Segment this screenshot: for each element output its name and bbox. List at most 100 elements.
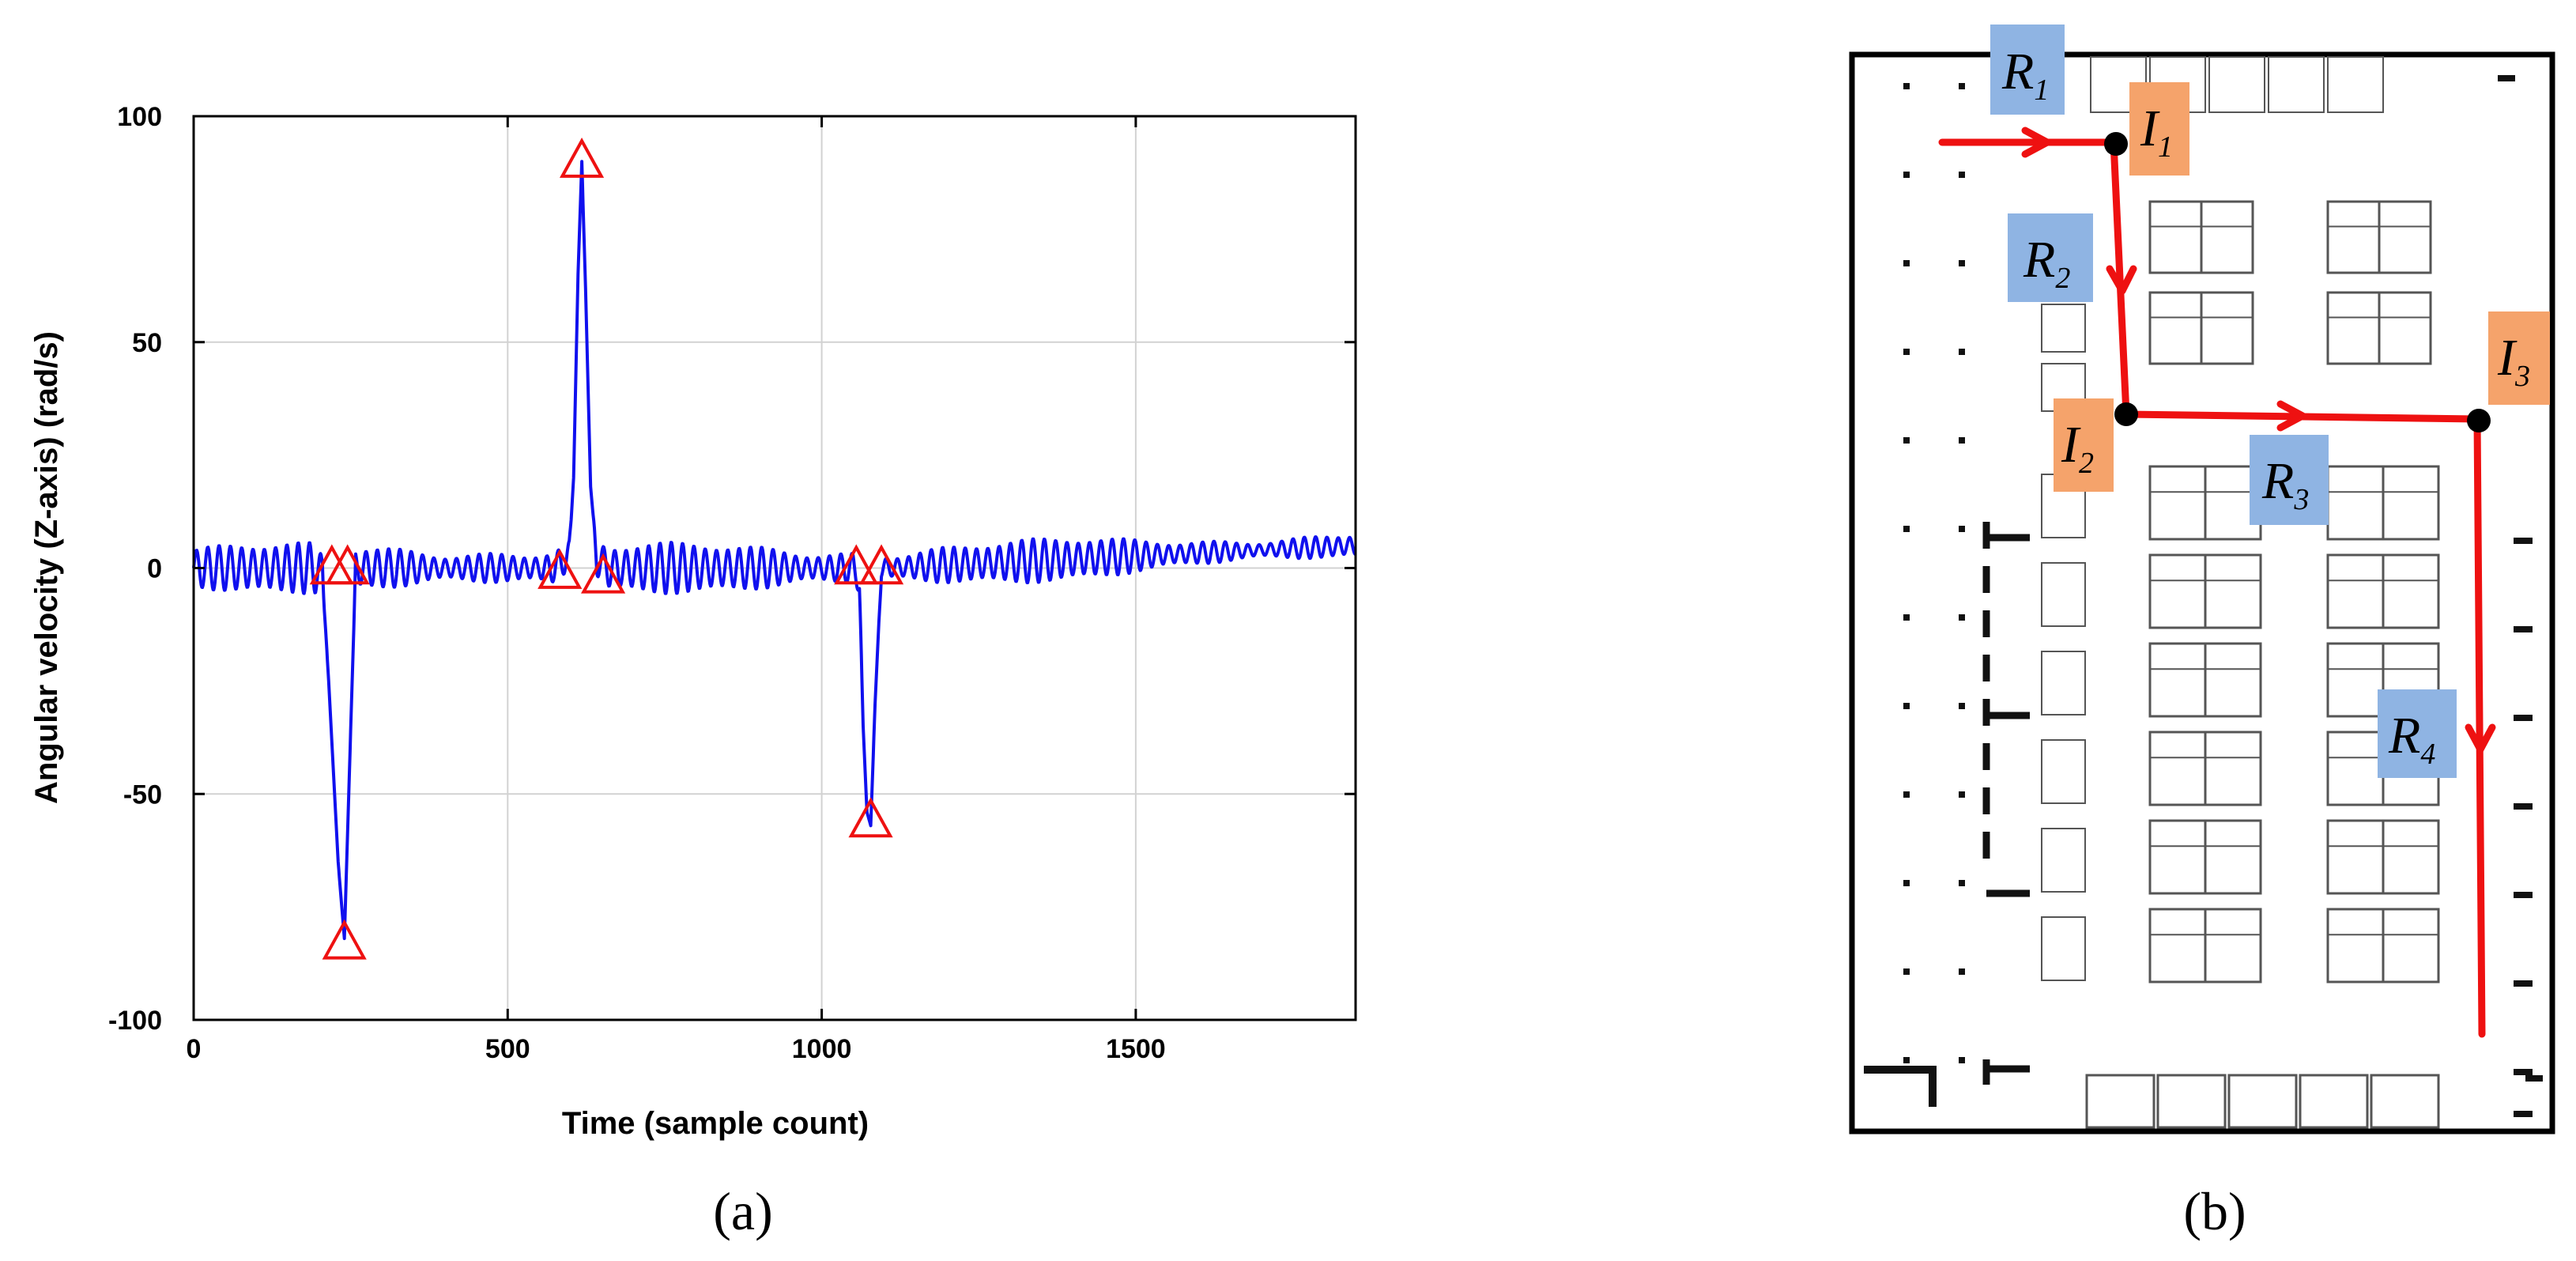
side-cabinet <box>2041 562 2086 627</box>
tag-i1: I1 <box>2129 82 2189 176</box>
tag-i2-text: I2 <box>2061 416 2094 480</box>
peak-marker <box>858 544 904 585</box>
pillar-dot <box>1959 349 1965 355</box>
bottom-cabinet <box>2156 1074 2227 1129</box>
tag-i2: I2 <box>2054 398 2114 492</box>
pillar-dot <box>1903 83 1910 89</box>
node-i2 <box>2114 402 2138 426</box>
pillar-dot <box>2514 892 2533 898</box>
y-tick-label: 100 <box>117 102 162 132</box>
caption-a-text: (a) <box>713 1181 772 1241</box>
axis-ticks <box>192 115 1356 1021</box>
node-i1 <box>2104 132 2128 156</box>
tag-r1-box <box>1990 25 2065 115</box>
peak-markers <box>309 138 904 960</box>
tag-r3-main: R <box>2261 452 2294 510</box>
pillar-dot <box>2514 626 2533 632</box>
left-dashed-wall <box>1982 522 2030 1085</box>
series-line <box>192 160 1357 941</box>
x-tick-label: 1500 <box>1106 1034 1166 1064</box>
caption-a: (a) <box>713 1181 772 1241</box>
pillar-dot <box>2514 1111 2533 1117</box>
tag-i1-box <box>2129 82 2189 176</box>
pillar-dot <box>1959 968 1965 975</box>
pillar-dot <box>1903 526 1910 532</box>
pillar-dot <box>1959 703 1965 709</box>
bottom-cabinet <box>2227 1074 2298 1129</box>
side-cabinet <box>2041 916 2086 981</box>
pillar-dot <box>1903 880 1910 886</box>
peak-marker <box>580 553 626 594</box>
data-series <box>192 160 1357 941</box>
tag-r1-main: R <box>2001 43 2034 100</box>
caption-b: (b) <box>2183 1181 2246 1241</box>
x-tick-labels: 0 500 1000 1500 <box>187 1034 1166 1064</box>
route-arrow-r3 <box>2276 400 2306 432</box>
pillar-dot <box>2514 1069 2533 1075</box>
peak-marker <box>834 544 879 585</box>
y-tick-label: 50 <box>132 328 162 358</box>
x-axis-label: Time (sample count) <box>562 1106 869 1141</box>
tag-i3-box <box>2488 311 2550 405</box>
tag-r1-sub: 1 <box>2034 74 2049 107</box>
pillar-dot <box>1903 349 1910 355</box>
tag-r4-sub: 4 <box>2420 738 2435 771</box>
pillar-dot <box>2514 980 2533 987</box>
pillar-dot <box>1903 260 1910 266</box>
pillar-dot <box>1959 1057 1965 1063</box>
tag-r2-box <box>2008 213 2093 302</box>
tag-i3-main: I <box>2497 329 2518 387</box>
tag-r4: R4 <box>2378 689 2457 778</box>
corner-bracket <box>1864 1066 1937 1107</box>
pillar-dot <box>1959 880 1965 886</box>
tag-i2-box <box>2054 398 2114 492</box>
peak-marker <box>325 544 370 585</box>
tag-i1-main: I <box>2140 100 2160 157</box>
tag-i1-text: I1 <box>2140 100 2173 164</box>
pillar-dot <box>1959 83 1965 89</box>
pillar-dot <box>2514 538 2533 544</box>
route-arrow-r2 <box>2106 265 2137 295</box>
route-arrow-r1 <box>2021 126 2051 158</box>
pillar-dot <box>1959 614 1965 621</box>
tag-i3-text: I3 <box>2497 329 2530 393</box>
pillar-dot <box>2498 75 2515 81</box>
pillar-dots <box>1903 75 2543 1117</box>
panel-b-floor-plan: R1 R2 R3 R4 I1 I2 I3 (b) <box>1849 25 2555 1241</box>
tag-r3-text: R3 <box>2261 452 2309 516</box>
pillar-dot <box>1903 614 1910 621</box>
tag-i2-sub: 2 <box>2079 447 2094 480</box>
peak-marker <box>559 138 605 178</box>
pillar-dot <box>2525 1075 2543 1082</box>
tag-r1: R1 <box>1990 25 2065 115</box>
tag-i3: I3 <box>2488 311 2550 405</box>
tag-r4-main: R <box>2388 707 2420 765</box>
peak-marker <box>537 549 583 589</box>
y-tick-label: -50 <box>123 780 162 810</box>
tag-r3: R3 <box>2250 435 2329 525</box>
y-tick-label: 0 <box>147 554 162 584</box>
pillar-dot <box>1959 526 1965 532</box>
side-cabinet <box>2041 304 2086 353</box>
pillar-dot <box>1903 703 1910 709</box>
caption-b-text: (b) <box>2183 1181 2246 1241</box>
bottom-cabinet <box>2370 1074 2440 1129</box>
pillar-dot <box>1959 437 1965 444</box>
bottom-cabinet <box>2085 1074 2155 1129</box>
peak-marker <box>848 797 893 838</box>
route-arrow-r4 <box>2465 723 2496 753</box>
pillar-dot <box>2514 715 2533 721</box>
tag-r4-box <box>2378 689 2457 778</box>
tag-i1-sub: 1 <box>2158 130 2173 164</box>
top-cabinet <box>2327 56 2384 113</box>
tag-r3-sub: 3 <box>2293 483 2309 516</box>
pillar-dot <box>1903 1057 1910 1063</box>
node-i3 <box>2467 409 2491 432</box>
x-tick-label: 500 <box>485 1034 530 1064</box>
x-tick-label: 1000 <box>792 1034 852 1064</box>
tag-i2-main: I <box>2061 416 2081 474</box>
y-axis-label: Angular velocity (Z-axis) (rad/s) <box>29 331 64 804</box>
